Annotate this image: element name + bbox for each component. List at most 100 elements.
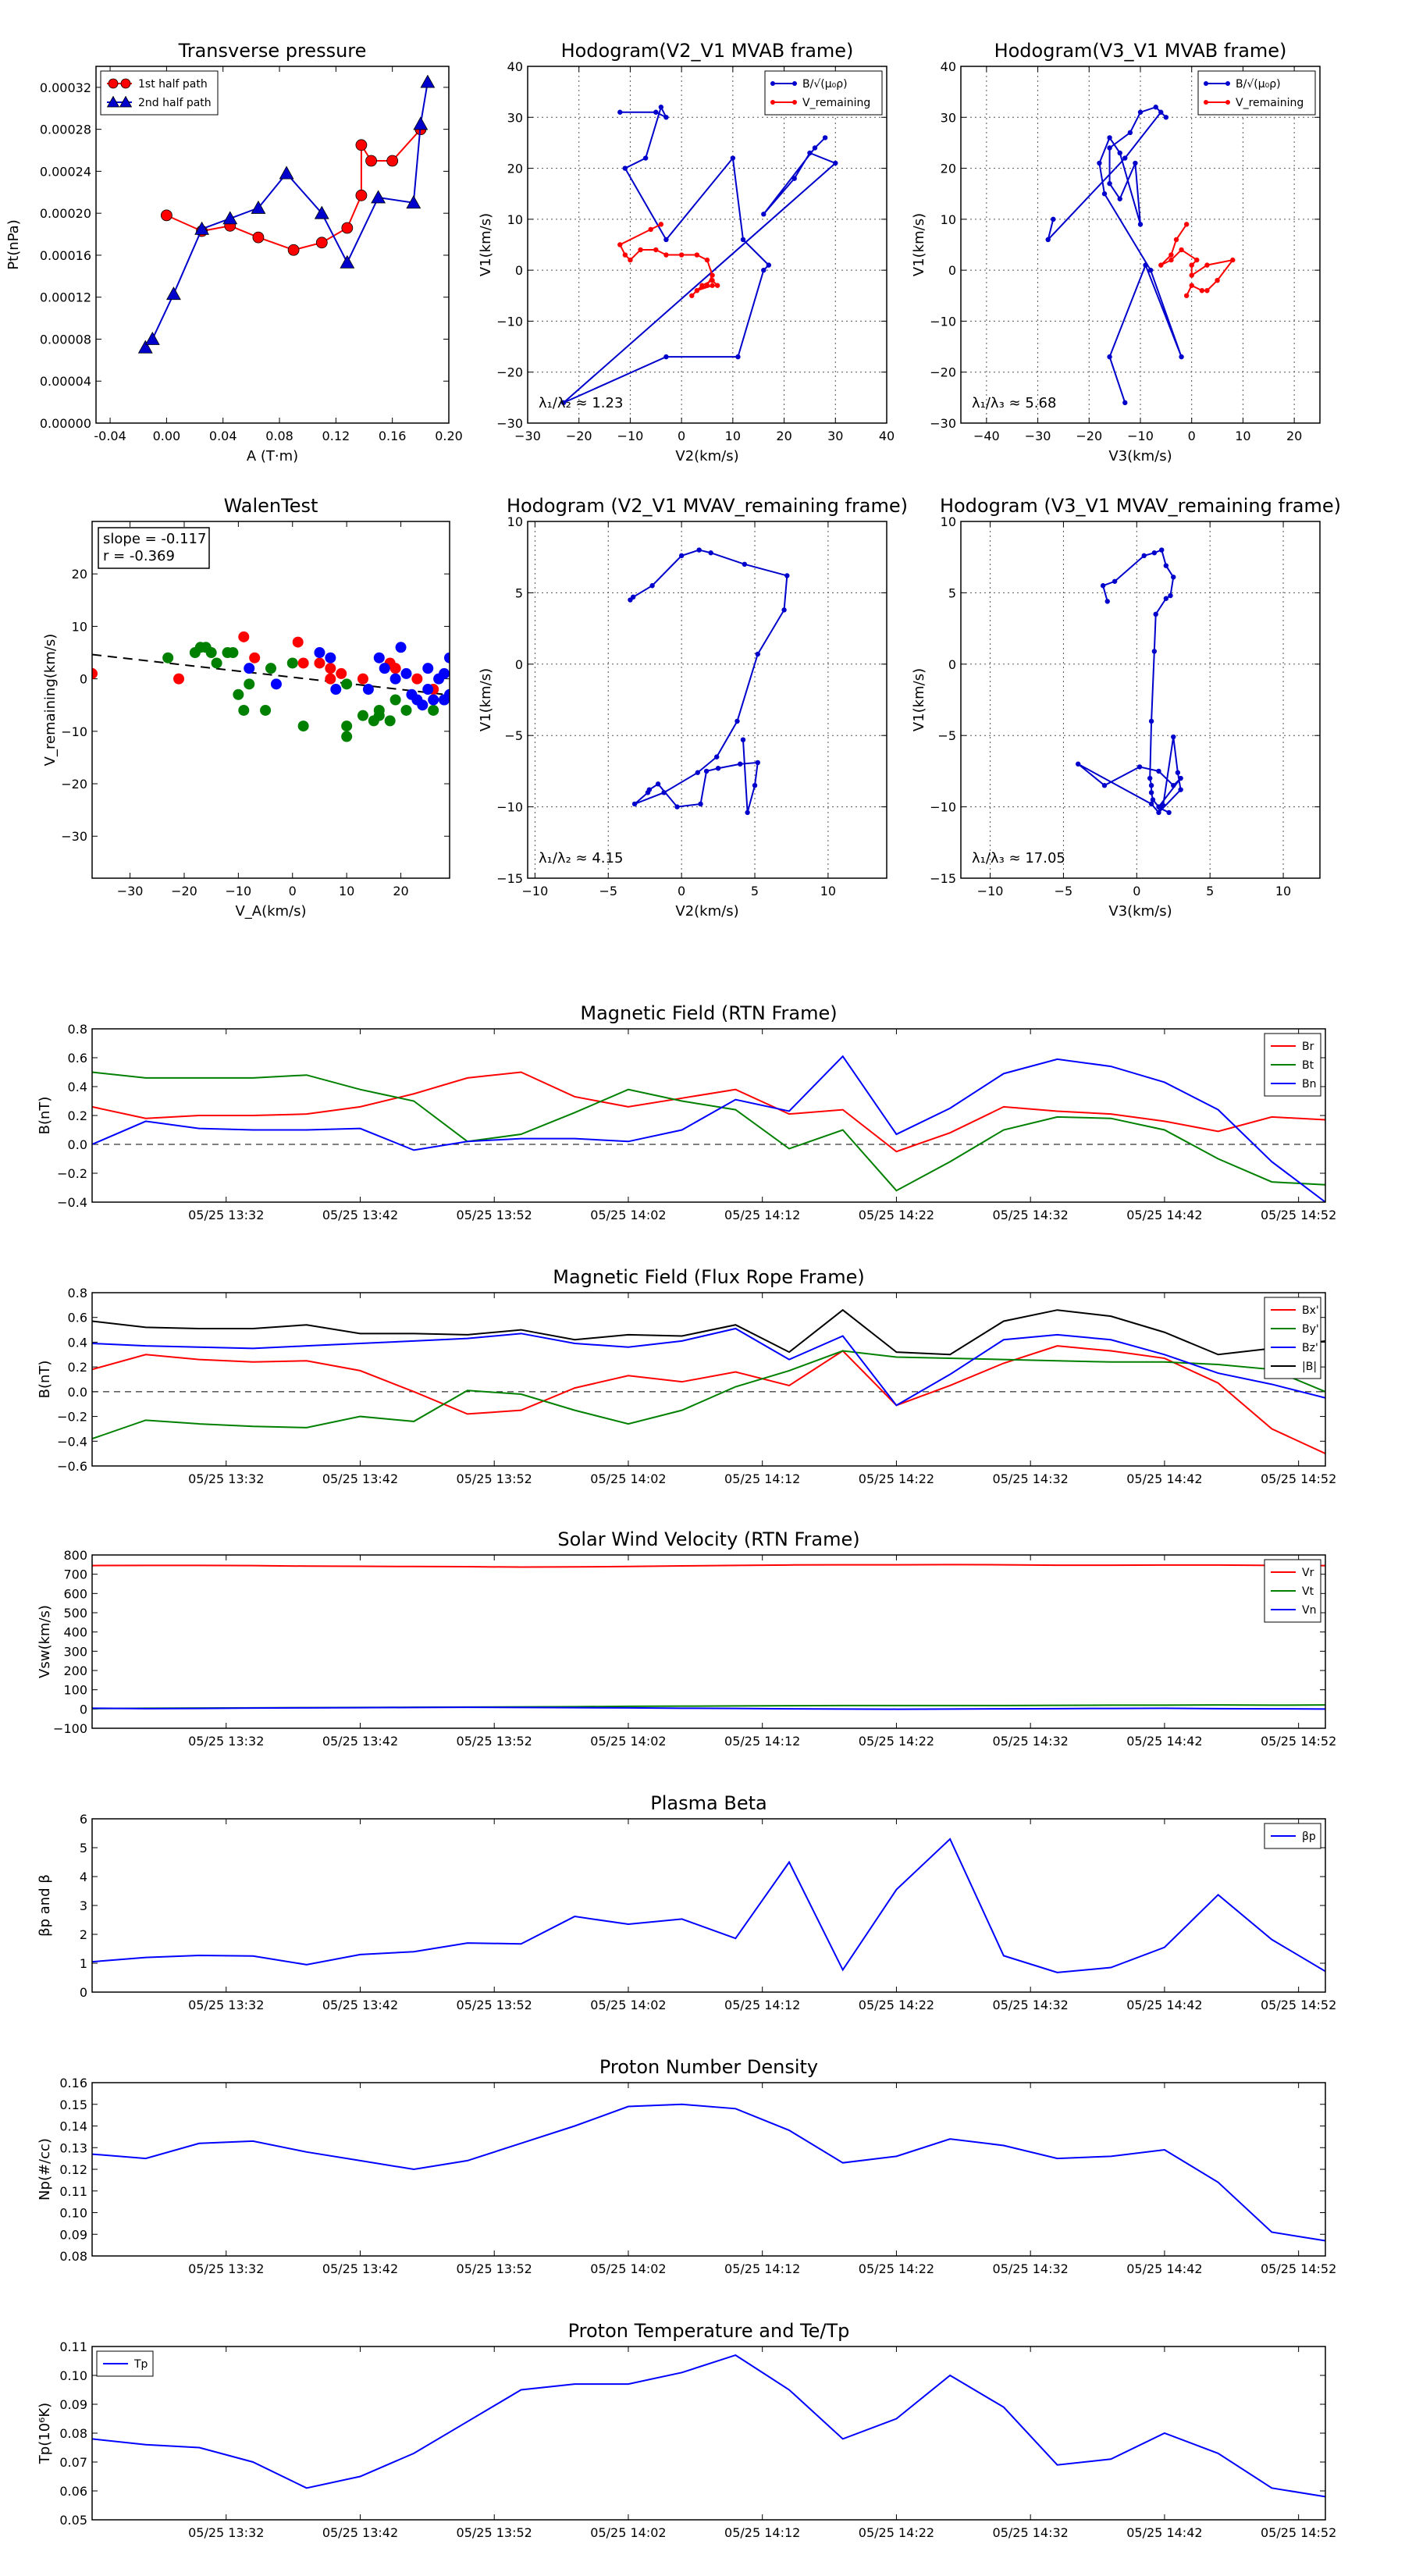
data-point bbox=[674, 804, 680, 809]
data-point bbox=[287, 244, 300, 256]
data-point bbox=[1143, 262, 1148, 268]
y-tick-label: 40 bbox=[941, 59, 956, 74]
data-point bbox=[1178, 787, 1183, 792]
legend-marker bbox=[770, 81, 775, 86]
data-point bbox=[341, 678, 353, 690]
y-tick-label: 30 bbox=[507, 110, 523, 125]
x-tick-label: −20 bbox=[1076, 429, 1102, 443]
x-tick-label: 05/25 14:22 bbox=[859, 1471, 934, 1486]
x-tick-label: 05/25 13:32 bbox=[188, 1734, 264, 1749]
x-tick-label: 05/25 14:42 bbox=[1126, 2261, 1202, 2276]
data-point bbox=[649, 583, 655, 589]
data-point bbox=[1168, 252, 1174, 258]
series-line bbox=[92, 1706, 1325, 1710]
y-tick-label: 10 bbox=[941, 514, 956, 529]
y-tick-label: 800 bbox=[63, 1548, 87, 1563]
x-tick-label: 05/25 14:12 bbox=[724, 1734, 800, 1749]
y-tick-label: 0 bbox=[80, 1702, 87, 1717]
data-point bbox=[1179, 247, 1184, 253]
data-point bbox=[400, 704, 412, 716]
data-point bbox=[1153, 105, 1158, 110]
x-tick-label: −10 bbox=[617, 429, 644, 443]
y-tick-label: −10 bbox=[930, 800, 956, 815]
data-point bbox=[249, 652, 261, 664]
series-3 bbox=[92, 1055, 1325, 1202]
data-point bbox=[812, 145, 818, 151]
data-point bbox=[653, 247, 659, 253]
data-point bbox=[270, 678, 282, 690]
series-line bbox=[92, 1308, 1325, 1356]
data-point bbox=[622, 165, 628, 171]
x-tick-label: −30 bbox=[514, 429, 541, 443]
y-axis-label: B(nT) bbox=[37, 1361, 53, 1399]
data-point bbox=[1175, 770, 1181, 775]
y-tick-label: 40 bbox=[507, 59, 523, 74]
x-tick-label: 0.08 bbox=[265, 429, 293, 443]
x-tick-label: 05/25 14:52 bbox=[1261, 1998, 1336, 2012]
y-tick-label: 0 bbox=[948, 657, 956, 672]
legend-marker bbox=[770, 100, 775, 105]
y-tick-label: 5 bbox=[515, 585, 523, 600]
y-tick-label: −20 bbox=[930, 365, 956, 380]
x-tick-label: 20 bbox=[1286, 429, 1302, 443]
plot-frame bbox=[91, 1292, 1326, 1467]
x-tick-label: −10 bbox=[1127, 429, 1154, 443]
y-axis-label: V1(km/s) bbox=[911, 668, 927, 731]
data-point bbox=[292, 636, 304, 648]
series-2 bbox=[1158, 222, 1236, 298]
series-4 bbox=[92, 1308, 1325, 1356]
x-tick-label: 05/25 13:32 bbox=[188, 1471, 264, 1486]
data-point bbox=[617, 242, 623, 247]
data-point bbox=[781, 607, 787, 613]
data-point bbox=[373, 710, 385, 721]
legend-marker bbox=[1225, 81, 1230, 86]
data-point bbox=[740, 737, 746, 742]
x-tick-label: 05/25 14:42 bbox=[1126, 2525, 1202, 2540]
data-point bbox=[411, 673, 423, 685]
data-point bbox=[1107, 135, 1112, 141]
y-tick-label: 0.08 bbox=[59, 2426, 87, 2441]
data-point bbox=[1104, 599, 1110, 604]
data-point bbox=[658, 222, 664, 227]
data-point bbox=[1097, 160, 1102, 166]
data-point bbox=[1158, 262, 1164, 268]
y-tick-label: 0 bbox=[515, 263, 523, 278]
plot-frame bbox=[91, 1818, 1326, 1993]
plot-frame bbox=[960, 66, 1321, 424]
plot-frame bbox=[91, 2082, 1326, 2257]
y-tick-label: 0.00008 bbox=[40, 332, 91, 347]
series-2 bbox=[92, 1071, 1325, 1192]
y-tick-label: 0.06 bbox=[59, 2484, 87, 2499]
data-point bbox=[1163, 115, 1169, 120]
data-point bbox=[357, 710, 368, 721]
data-point bbox=[695, 770, 700, 775]
data-point bbox=[1127, 130, 1133, 136]
legend-box bbox=[764, 70, 883, 116]
data-point bbox=[340, 254, 355, 269]
data-point bbox=[1147, 775, 1153, 781]
x-tick-label: 10 bbox=[820, 884, 836, 898]
data-point bbox=[1168, 257, 1174, 263]
y-tick-label: 0.11 bbox=[59, 2184, 87, 2199]
legend: βp bbox=[1264, 1823, 1321, 1849]
legend: Br Bt Bn bbox=[1264, 1033, 1321, 1097]
legend-marker bbox=[792, 81, 797, 86]
chart-1: Transverse pressure -0.04 0.00 0.04 0.08 0.12… bbox=[5, 40, 463, 464]
y-tick-label: 0 bbox=[515, 657, 523, 672]
y-tick-label: −30 bbox=[496, 416, 523, 431]
x-tick-label: 05/25 14:52 bbox=[1261, 2525, 1336, 2540]
annotation-text: r = -0.369 bbox=[103, 548, 175, 564]
x-tick-label: 05/25 14:32 bbox=[993, 1998, 1069, 2012]
y-tick-label: 20 bbox=[72, 567, 87, 582]
series-1 bbox=[92, 1838, 1325, 1973]
data-point bbox=[1168, 592, 1173, 599]
x-tick-label: 0.20 bbox=[435, 429, 463, 443]
data-point bbox=[752, 782, 758, 788]
data-point bbox=[1179, 354, 1184, 360]
data-point bbox=[314, 205, 329, 219]
series-1 bbox=[92, 1071, 1325, 1153]
legend-label: B/√(μ₀ρ) bbox=[1236, 78, 1281, 91]
y-tick-label: 400 bbox=[63, 1625, 87, 1640]
x-tick-label: 0.00 bbox=[153, 429, 181, 443]
y-tick-label: 0.09 bbox=[59, 2227, 87, 2242]
